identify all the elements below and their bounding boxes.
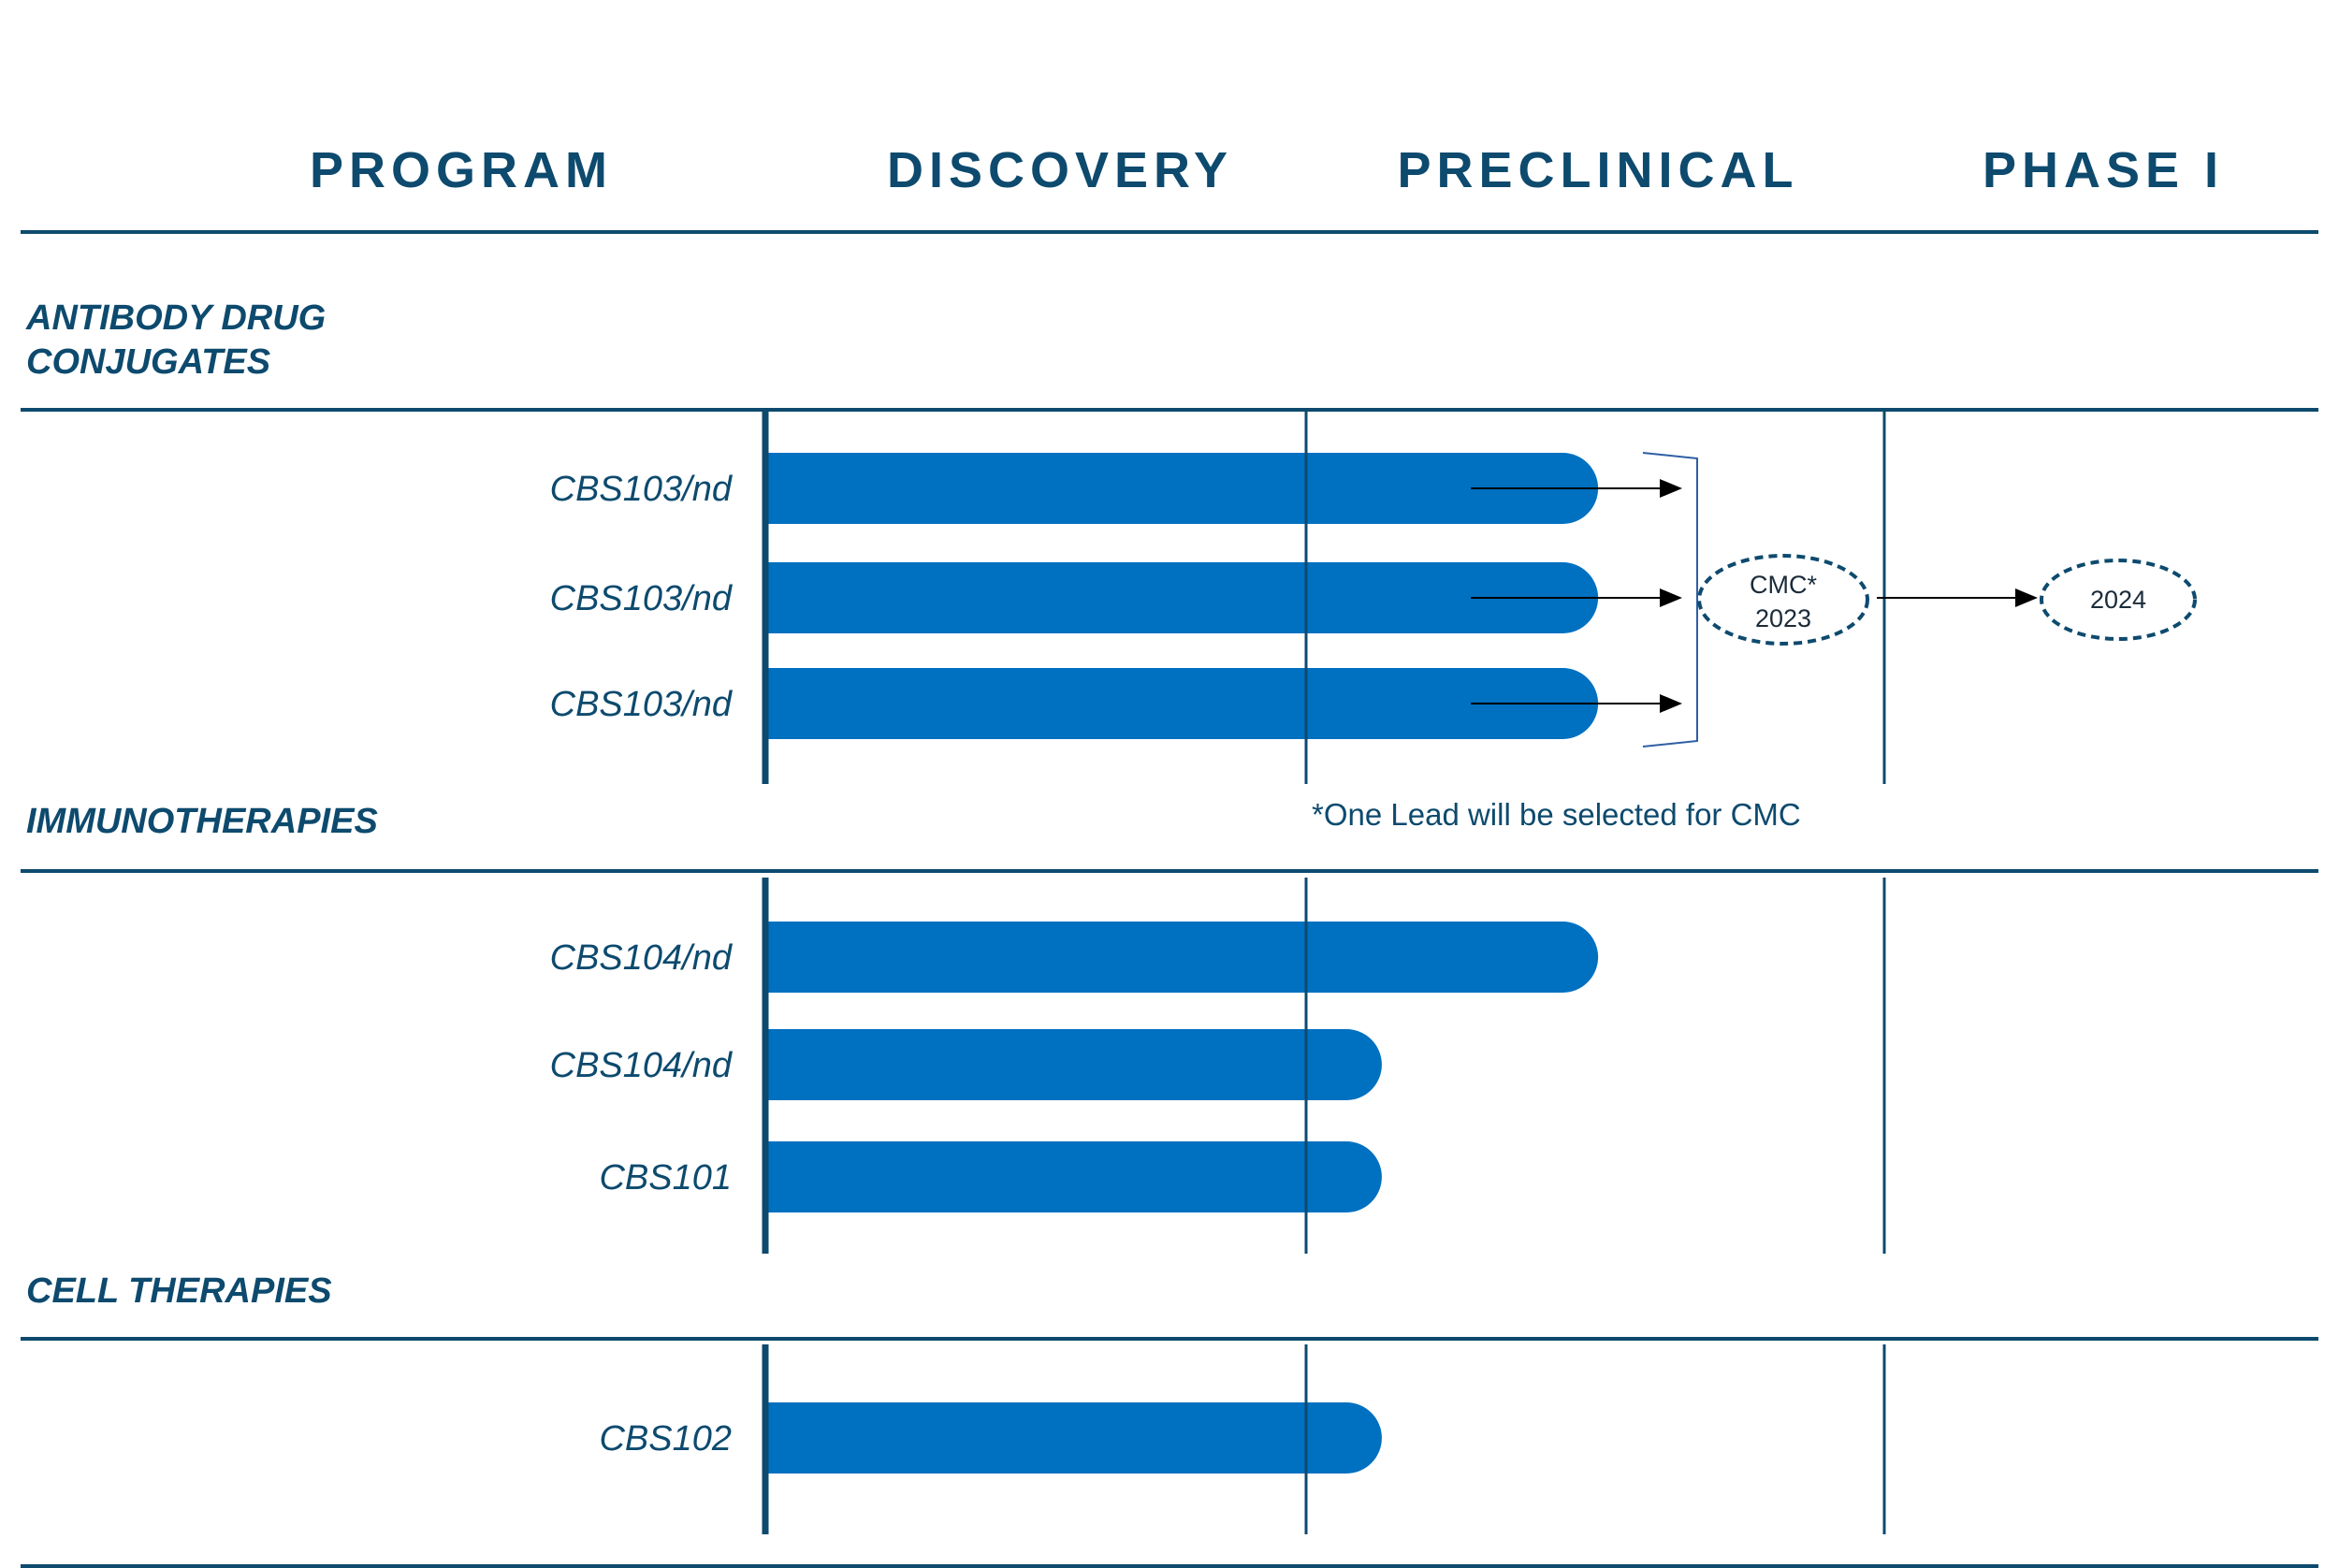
program-label: CBS103/nd bbox=[550, 685, 734, 724]
header-stage-phase-i: PHASE I bbox=[1983, 142, 2224, 198]
program-label: CBS104/nd bbox=[550, 938, 734, 978]
header-program: PROGRAM bbox=[310, 142, 613, 198]
progress-bar-base bbox=[765, 562, 821, 633]
progress-bar-base bbox=[765, 668, 821, 739]
progress-bar-base bbox=[765, 453, 821, 524]
progress-bar bbox=[765, 922, 1599, 993]
progress-bar-base bbox=[765, 1029, 821, 1100]
progress-bar-base bbox=[765, 922, 821, 993]
progress-bar-base bbox=[765, 1141, 821, 1212]
group-label: ANTIBODY DRUG bbox=[25, 298, 326, 338]
progress-bar-base bbox=[765, 1402, 821, 1474]
group-label: CELL THERAPIES bbox=[26, 1271, 332, 1311]
progress-bar bbox=[765, 453, 1599, 524]
program-label: CBS103/nd bbox=[550, 470, 734, 509]
progress-bar bbox=[765, 668, 1599, 739]
header-stage-discovery: DISCOVERY bbox=[887, 142, 1233, 198]
program-label: CBS103/nd bbox=[550, 579, 734, 618]
milestone-label: 2023 bbox=[1755, 604, 1811, 632]
program-label: CBS101 bbox=[599, 1158, 732, 1198]
milestone-ellipse bbox=[2040, 559, 2197, 641]
milestone-label: 2024 bbox=[2090, 586, 2146, 614]
bracket bbox=[1642, 452, 1698, 748]
group-label: CONJUGATES bbox=[26, 342, 270, 382]
header-stage-preclinical: PRECLINICAL bbox=[1398, 142, 1799, 198]
milestone-ellipse bbox=[1697, 554, 1869, 646]
milestone-label: CMC* bbox=[1750, 571, 1817, 599]
footnote: *One Lead will be selected for CMC bbox=[1312, 797, 1801, 832]
program-label: CBS102 bbox=[599, 1419, 732, 1459]
progress-bar bbox=[765, 562, 1599, 633]
progress-bar bbox=[765, 1402, 1382, 1474]
progress-bar bbox=[765, 1029, 1382, 1100]
program-label: CBS104/nd bbox=[550, 1046, 734, 1085]
group-label: IMMUNOTHERAPIES bbox=[26, 802, 378, 841]
progress-bar bbox=[765, 1141, 1382, 1212]
